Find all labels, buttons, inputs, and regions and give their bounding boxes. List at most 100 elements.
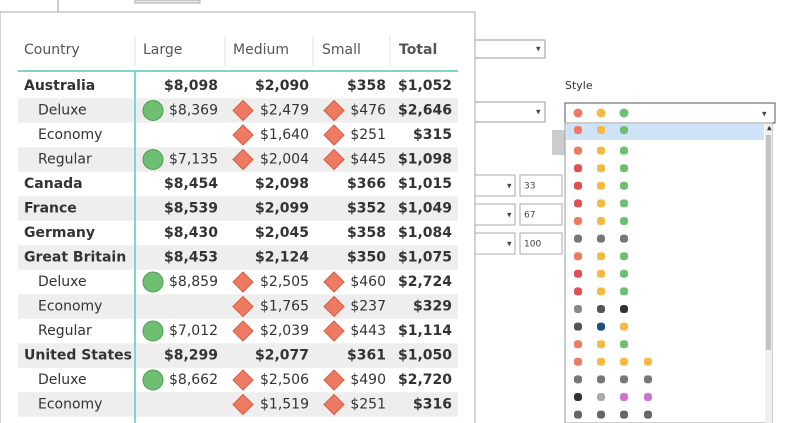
style-label: Style [565, 79, 593, 92]
style-icon [620, 305, 628, 313]
row-header: Deluxe [38, 372, 87, 388]
dropdown-arrow: ▾ [536, 108, 541, 118]
style-icon [574, 357, 582, 366]
style-icon [597, 375, 605, 384]
cell-value: $2,720 [398, 372, 452, 388]
style-icon [574, 322, 582, 331]
cell-value: $1,519 [260, 397, 309, 413]
cell-value: $1,640 [260, 127, 309, 143]
cell-value: $316 [413, 397, 452, 413]
status-icon [142, 149, 164, 170]
status-icon [232, 320, 254, 342]
toolbar-button[interactable] [134, 0, 201, 4]
style-icon [597, 181, 605, 190]
style-icon [574, 164, 582, 173]
style-icon [574, 217, 582, 225]
cell-value: $2,724 [398, 274, 452, 290]
status-icon [323, 369, 345, 391]
cell-value: $358 [347, 78, 386, 94]
style-icon [597, 217, 605, 225]
status-icon [323, 148, 345, 171]
style-icon [620, 164, 628, 173]
dropdown-arrow: ▾ [536, 45, 541, 55]
style-icon [597, 199, 605, 208]
cell-value: $2,090 [255, 78, 309, 94]
dropdown-arrow: ▾ [507, 182, 512, 192]
cell-value: $8,454 [164, 176, 218, 192]
cell-value: $1,114 [398, 323, 452, 339]
style-icon [597, 357, 605, 366]
cell-value: $237 [350, 299, 386, 315]
scroll-arrow[interactable]: ▲ [767, 125, 772, 132]
row-header: France [24, 201, 77, 217]
cell-value: $7,012 [169, 323, 218, 339]
status-icon [232, 124, 254, 146]
column-header: Medium [233, 42, 289, 58]
dropdown-arrow: ▾ [762, 110, 767, 120]
cell-value: $251 [350, 397, 386, 413]
status-icon [323, 320, 345, 342]
row-header: Great Britain [24, 250, 126, 266]
style-icon [574, 375, 582, 384]
status-icon [142, 271, 164, 293]
style-list[interactable] [564, 122, 773, 423]
style-icon [574, 234, 582, 243]
style-icon [620, 252, 628, 261]
row-header: Canada [24, 176, 83, 192]
cell-value: $8,299 [164, 348, 218, 364]
row-header: Economy [38, 299, 102, 315]
button[interactable] [552, 130, 565, 155]
cell-value: $8,539 [164, 201, 218, 217]
row-band [18, 245, 458, 270]
cell-value: $2,098 [255, 176, 309, 192]
cell-value: $2,004 [260, 152, 309, 168]
style-icon [620, 234, 628, 243]
selected-style-icon [619, 108, 629, 118]
value-input-text: 33 [524, 182, 535, 192]
column-header: Country [24, 42, 80, 58]
style-icon [597, 340, 605, 349]
cell-value: $8,859 [169, 274, 218, 290]
status-icon [142, 320, 164, 342]
column-header: Small [322, 42, 361, 58]
cell-value: $350 [347, 250, 386, 266]
style-icon [574, 181, 582, 190]
cell-value: $2,045 [255, 225, 309, 241]
style-icon [574, 146, 582, 155]
row-band [18, 196, 458, 221]
cell-value: $1,098 [398, 152, 452, 168]
row-header: Australia [24, 78, 95, 94]
cell-value: $2,124 [255, 250, 309, 266]
style-icon [597, 234, 605, 243]
style-icon [620, 126, 628, 134]
cell-value: $2,505 [260, 274, 309, 290]
dropdown[interactable] [469, 39, 546, 59]
selected-option[interactable] [566, 124, 764, 140]
dropdown-arrow: ▾ [507, 211, 512, 221]
style-icon [574, 126, 582, 134]
row-header: Germany [24, 225, 95, 241]
status-icon [232, 99, 254, 122]
cell-value: $8,098 [164, 78, 218, 94]
cell-value: $2,506 [260, 372, 309, 388]
style-icon [597, 126, 605, 134]
cell-value: $460 [350, 274, 386, 290]
cell-value: $366 [347, 176, 386, 192]
value-input [519, 203, 563, 226]
dropdown[interactable] [469, 101, 546, 123]
cell-value: $251 [350, 127, 386, 143]
status-icon [323, 271, 345, 293]
cell-value: $361 [347, 348, 386, 364]
cell-value: $8,430 [164, 225, 218, 241]
style-icon [620, 340, 628, 349]
style-icon [620, 181, 628, 190]
cell-value: $8,662 [169, 372, 218, 388]
style-icon [597, 252, 605, 261]
style-icon [574, 305, 582, 313]
row-band [18, 343, 458, 368]
scrollbar-thumb[interactable] [766, 135, 771, 350]
style-icon [620, 146, 628, 155]
row-header: Economy [38, 127, 102, 143]
style-icon [597, 269, 605, 278]
style-icon [597, 287, 605, 296]
